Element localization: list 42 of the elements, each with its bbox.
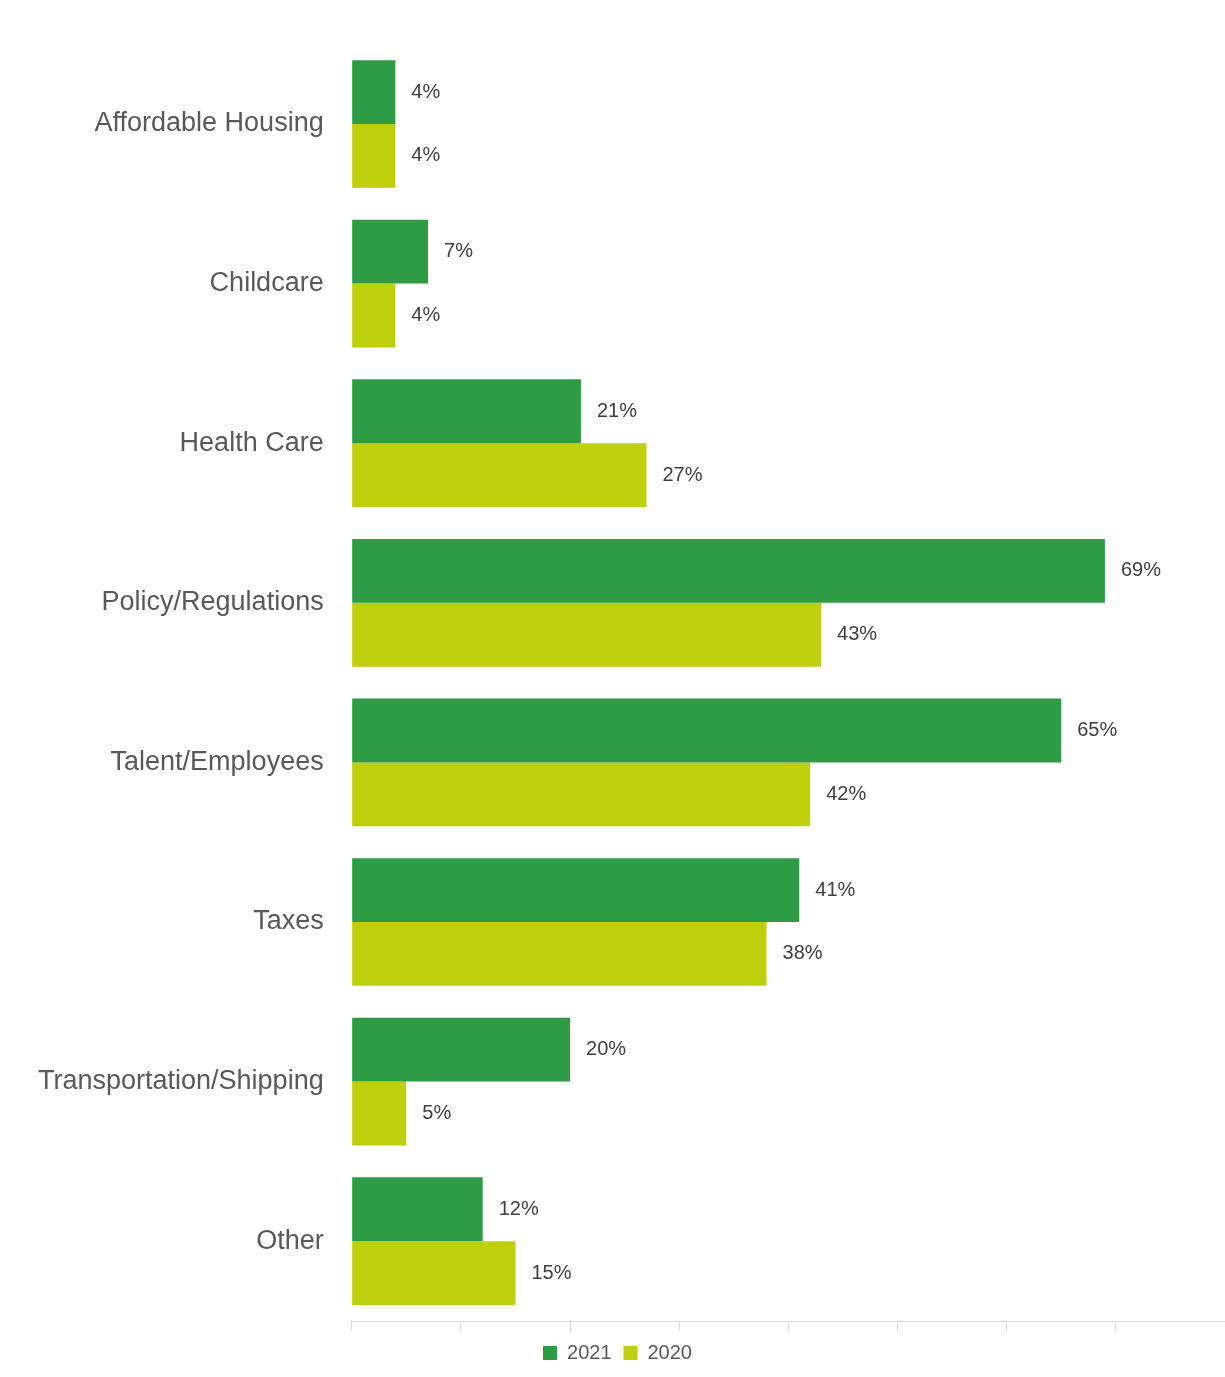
data-label: 69%: [1120, 558, 1162, 581]
data-label: 12%: [498, 1196, 539, 1219]
bar: [352, 124, 396, 188]
data-label: 4%: [411, 303, 441, 326]
data-label: 4%: [411, 79, 441, 102]
y-tick-label: Taxes: [253, 905, 324, 936]
bar: [352, 443, 647, 508]
data-label: 4%: [411, 143, 441, 166]
y-tick-label: Talent/Employees: [110, 745, 324, 776]
bar: [352, 698, 1062, 763]
bar: [352, 922, 767, 986]
legend-label: 2021: [567, 1340, 612, 1363]
data-label: 38%: [782, 941, 823, 964]
data-label: 27%: [662, 462, 703, 485]
y-tick-label: Policy/Regulations: [101, 586, 324, 617]
y-tick-label: Affordable Housing: [94, 107, 324, 138]
legend-label: 2020: [647, 1340, 692, 1363]
bar: [352, 283, 396, 348]
bar: [352, 379, 581, 444]
y-tick-label: Health Care: [179, 426, 324, 457]
bar: [352, 1081, 407, 1146]
bar: [352, 858, 800, 922]
y-tick-label: Other: [256, 1224, 324, 1255]
bar: [352, 1241, 516, 1306]
data-label: 42%: [826, 781, 867, 804]
data-label: 20%: [586, 1037, 627, 1060]
data-label: 15%: [531, 1260, 572, 1283]
y-tick-label: Transportation/Shipping: [37, 1065, 324, 1096]
bar: [352, 219, 429, 284]
y-tick-label: Childcare: [209, 267, 324, 298]
bar: [352, 1177, 483, 1242]
bar: [352, 538, 1105, 603]
data-label: 5%: [422, 1101, 452, 1124]
bar: [352, 1017, 571, 1082]
data-label: 43%: [837, 622, 878, 645]
bar: [352, 602, 822, 667]
data-label: 65%: [1077, 718, 1118, 740]
bar: [352, 60, 396, 124]
data-label: 41%: [815, 877, 856, 900]
bar: [352, 762, 811, 827]
data-label: 7%: [444, 239, 474, 262]
data-label: 21%: [596, 398, 638, 421]
